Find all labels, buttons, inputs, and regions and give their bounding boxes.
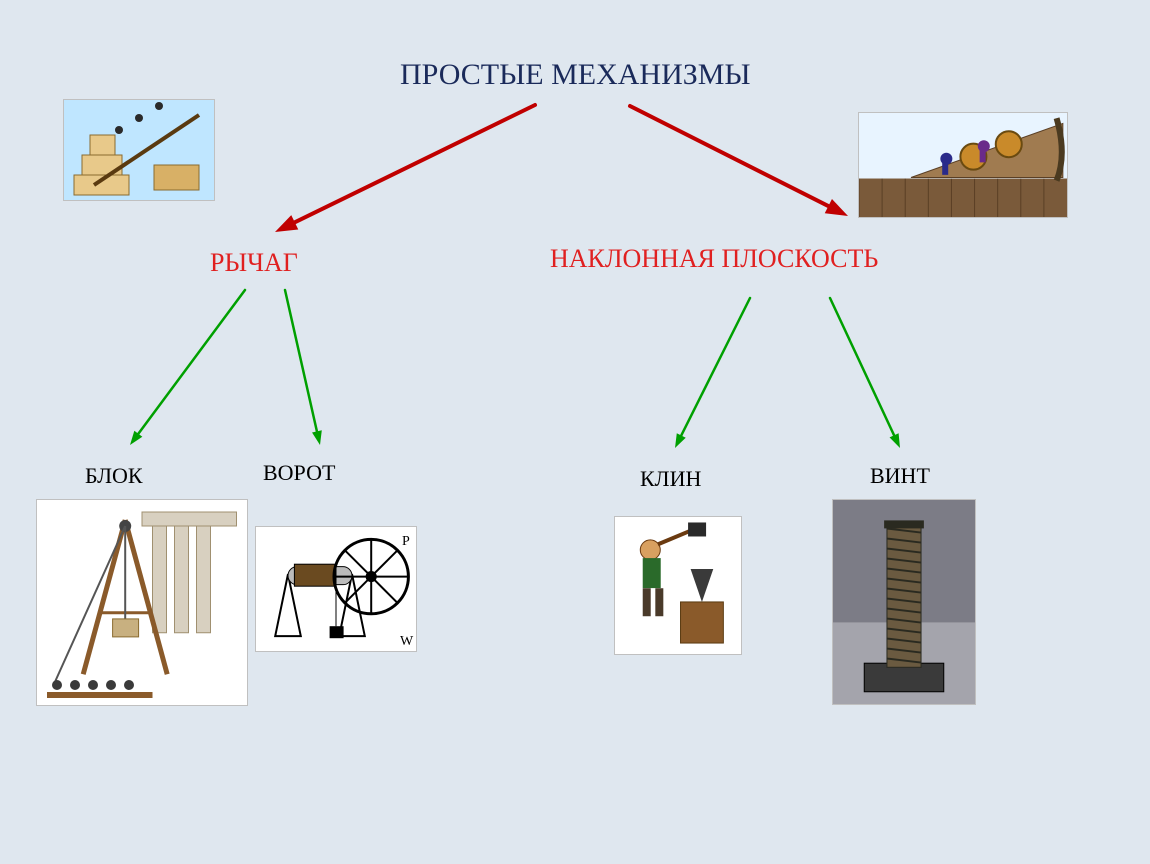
illustration-block (36, 499, 248, 706)
illustration-lever (63, 99, 215, 201)
node-block: БЛОК (85, 463, 143, 489)
node-lever: РЫЧАГ (210, 248, 298, 278)
illustration-screw (832, 499, 976, 705)
illustration-incline (858, 112, 1068, 218)
illustration-winch: PW (255, 526, 417, 652)
node-screw: ВИНТ (870, 463, 930, 489)
node-winch: ВОРОТ (263, 460, 335, 486)
diagram-title: ПРОСТЫЕ МЕХАНИЗМЫ (400, 58, 751, 92)
illustration-wedge (614, 516, 742, 655)
svg-text:W: W (400, 634, 414, 649)
node-wedge: КЛИН (640, 466, 701, 492)
svg-text:P: P (402, 534, 410, 549)
node-inclined-plane: НАКЛОННАЯ ПЛОСКОСТЬ (550, 244, 878, 274)
